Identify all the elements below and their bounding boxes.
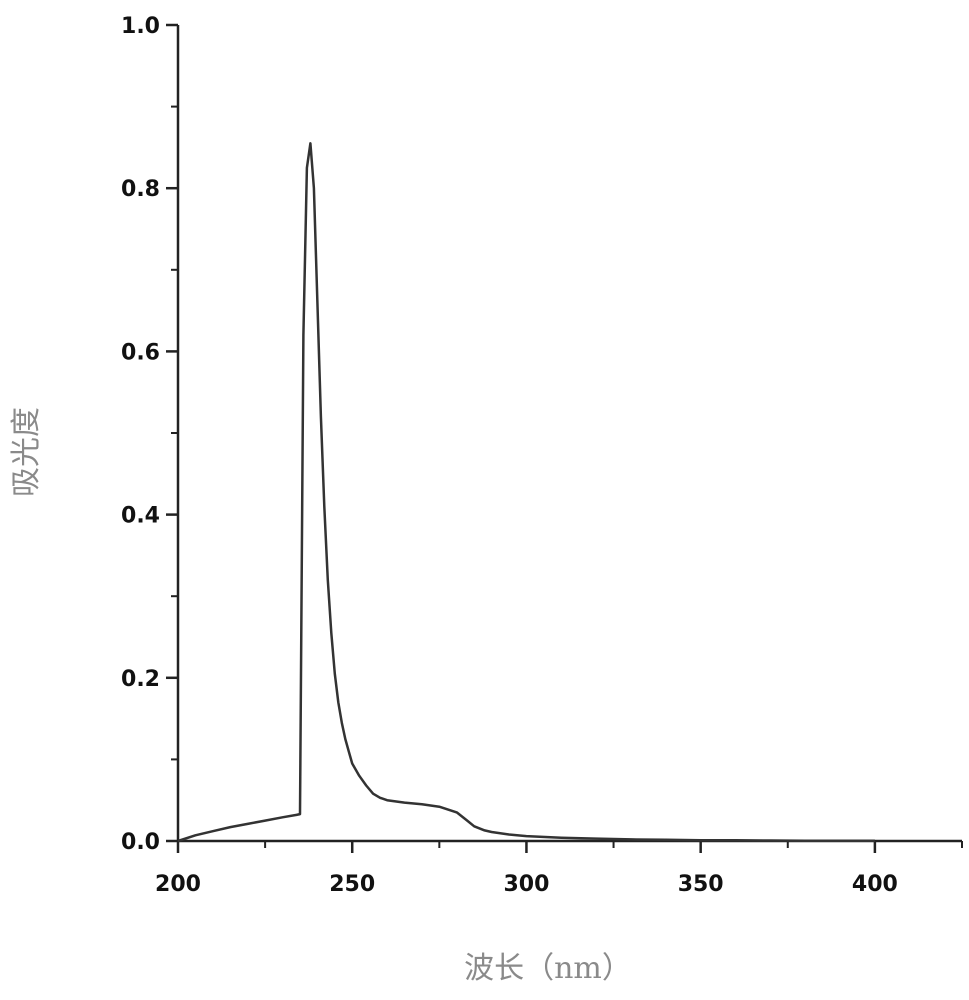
- x-tick-label: 300: [503, 872, 549, 897]
- y-tick-label: 0.2: [121, 667, 160, 692]
- y-tick-label: 1.0: [121, 14, 160, 39]
- series: [177, 142, 875, 843]
- tick-labels: 0.0 0.2 0.4 0.6 0.8 1.0 200 250 300 350 400: [121, 14, 898, 897]
- y-axis-title: 吸光度: [9, 407, 44, 497]
- x-tick-label: 350: [678, 872, 724, 897]
- ticks: [166, 23, 963, 853]
- y-tick-label: 0.4: [121, 504, 160, 529]
- y-tick-label: 0.8: [121, 177, 160, 202]
- x-tick-label: 400: [852, 872, 898, 897]
- axes: [176, 25, 962, 843]
- y-tick-label: 0.0: [121, 830, 160, 855]
- y-tick-label: 0.6: [121, 340, 160, 365]
- x-tick-label: 200: [155, 872, 201, 897]
- absorbance-line: [177, 142, 875, 843]
- x-axis-title: 波长（nm）: [464, 951, 632, 986]
- x-tick-label: 250: [329, 872, 375, 897]
